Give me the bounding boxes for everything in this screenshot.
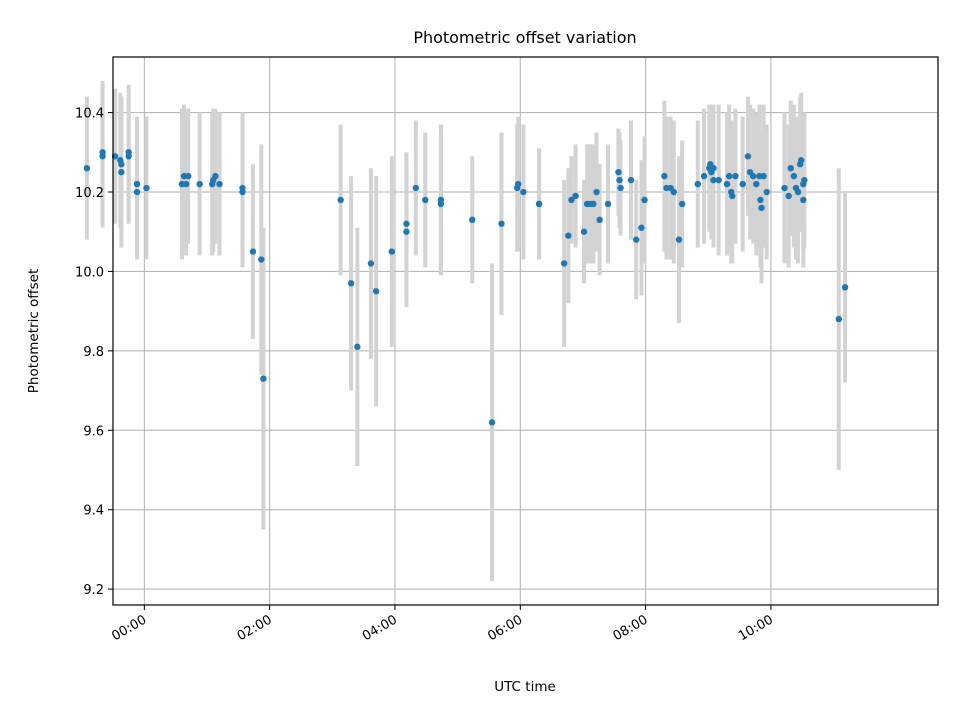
data-point	[143, 184, 150, 192]
data-point	[841, 284, 849, 291]
data-point	[593, 188, 600, 196]
data-point	[372, 288, 380, 295]
data-point	[800, 196, 807, 204]
data-point	[678, 200, 686, 208]
data-point	[749, 172, 757, 180]
data-point	[835, 315, 842, 323]
data-point	[196, 180, 203, 188]
data-point	[212, 172, 219, 180]
data-point	[641, 196, 648, 204]
data-point	[535, 200, 543, 208]
data-point	[790, 172, 798, 180]
data-point	[514, 180, 522, 188]
data-point	[498, 220, 505, 227]
data-point	[604, 200, 612, 208]
y-tick-label: 9.4	[83, 504, 104, 519]
data-point	[725, 172, 733, 180]
data-point	[354, 343, 361, 351]
data-point	[249, 248, 257, 255]
data-point	[239, 184, 246, 192]
data-point	[412, 184, 420, 192]
data-point	[670, 188, 677, 196]
y-tick-label: 10.0	[75, 265, 104, 280]
data-point	[729, 192, 736, 200]
y-tick-label: 9.6	[83, 424, 104, 439]
data-point	[184, 172, 192, 180]
data-point	[367, 260, 375, 267]
data-point	[627, 176, 635, 184]
data-point	[99, 153, 106, 160]
data-point	[337, 196, 344, 204]
data-point	[437, 200, 445, 208]
data-point	[403, 220, 410, 227]
data-point	[760, 172, 767, 180]
data-point	[710, 176, 717, 184]
data-point	[388, 248, 396, 255]
data-point	[723, 180, 731, 188]
data-point	[133, 180, 141, 188]
data-point	[617, 184, 624, 192]
data-point	[763, 188, 770, 196]
data-point	[744, 153, 752, 160]
data-point	[615, 168, 622, 176]
x-axis-label: UTC time	[494, 679, 556, 695]
data-point	[781, 184, 788, 192]
data-point	[118, 161, 125, 168]
data-point	[694, 180, 702, 188]
data-point	[757, 196, 764, 204]
data-point	[347, 280, 355, 287]
data-point	[794, 188, 802, 196]
data-point	[565, 232, 572, 239]
data-point	[125, 153, 132, 160]
data-point	[260, 375, 267, 382]
data-point	[739, 180, 746, 188]
data-point	[572, 192, 579, 200]
y-tick-label: 10.4	[75, 107, 104, 122]
data-point	[661, 172, 668, 180]
data-point	[560, 260, 568, 267]
data-point	[632, 236, 640, 243]
data-points	[83, 149, 849, 426]
data-point	[785, 192, 792, 200]
data-point	[700, 172, 708, 180]
data-point	[83, 164, 91, 172]
data-point	[710, 164, 717, 172]
data-point	[422, 196, 429, 204]
data-point	[801, 176, 808, 184]
data-point	[403, 228, 410, 235]
data-point	[580, 228, 588, 235]
data-point	[520, 188, 527, 196]
data-point	[469, 216, 476, 224]
data-point	[758, 204, 765, 212]
plot-frame	[112, 56, 939, 606]
data-point	[638, 224, 645, 231]
data-point	[182, 180, 190, 188]
data-point	[216, 180, 223, 188]
chart-title: Photometric offset variation	[413, 28, 636, 47]
data-point	[488, 419, 496, 426]
data-point	[787, 164, 794, 172]
data-point	[258, 256, 265, 263]
data-point	[616, 176, 623, 184]
y-tick-label: 9.2	[83, 583, 104, 598]
data-point	[590, 200, 597, 208]
data-point	[753, 180, 760, 188]
y-axis-label: Photometric offset	[26, 269, 42, 393]
y-tick-label: 9.8	[83, 345, 104, 360]
data-point	[568, 196, 575, 204]
y-tick-label: 10.2	[75, 186, 104, 201]
data-point	[797, 157, 805, 164]
data-point	[118, 168, 125, 176]
data-point	[596, 216, 603, 224]
data-point	[732, 172, 739, 180]
data-point	[133, 188, 141, 196]
gridlines	[113, 57, 938, 605]
data-point	[715, 176, 722, 184]
data-point	[675, 236, 683, 243]
